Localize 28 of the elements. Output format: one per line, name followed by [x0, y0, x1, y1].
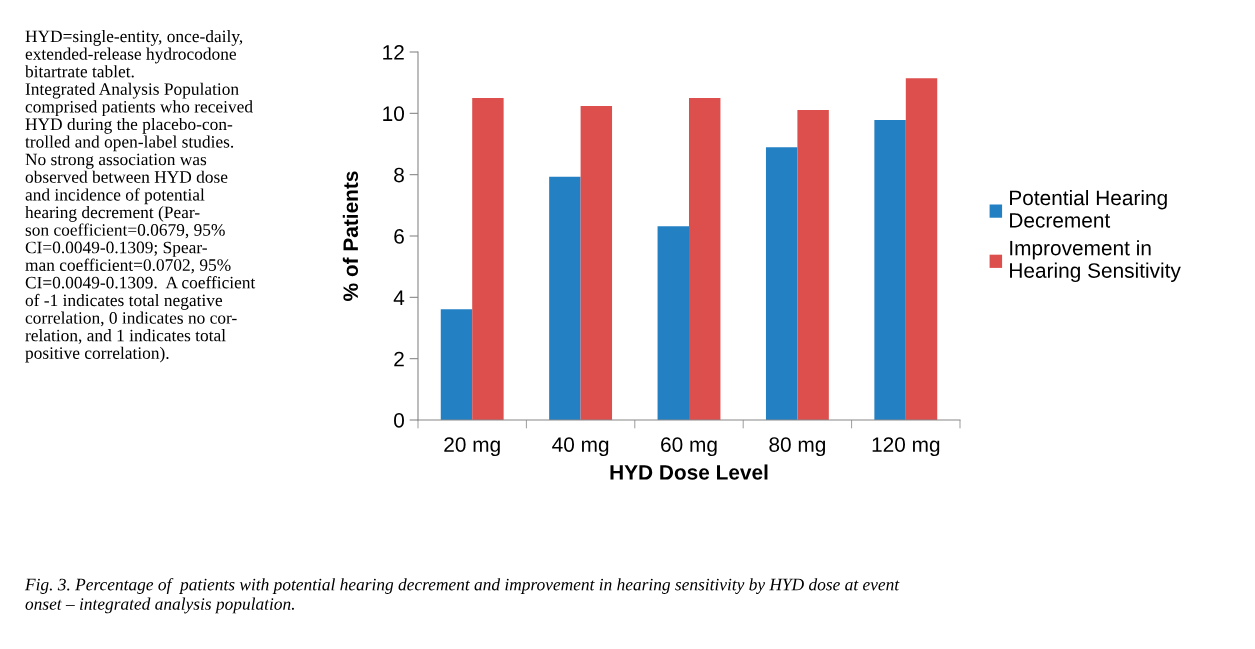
bar: [549, 176, 581, 420]
bar: [905, 78, 938, 420]
y-tick-label: 8: [394, 167, 404, 183]
x-tick-label: 60 mg: [661, 437, 717, 457]
bar: [797, 109, 829, 420]
legend-label: Improvement in Hearing Sensitivity: [1010, 240, 1181, 283]
x-axis-title: HYD Dose Level: [610, 464, 768, 480]
y-tick-label: 2: [394, 351, 404, 367]
y-tick-label: 10: [383, 106, 404, 122]
y-tick-label: 4: [393, 290, 405, 305]
x-tick-label: 80 mg: [769, 437, 826, 457]
bar: [440, 309, 473, 420]
x-tick-label: 20 mg: [444, 437, 500, 457]
caption: Fig. 3. Percentage of patients with potential hearing decrement and improvement in hearing sensitivity by HYD dose at event onset – integrated analysis population.: [24, 578, 900, 614]
bar: [580, 105, 613, 420]
y-tick-label: 12: [383, 45, 404, 60]
y-tick-label: 6: [394, 229, 404, 244]
bar: [765, 147, 798, 420]
bar: [657, 226, 689, 420]
bar: [874, 120, 906, 420]
bar: [689, 98, 721, 420]
legend-label: Potential Hearing Decrement: [1010, 189, 1167, 228]
bar: [472, 98, 504, 420]
y-axis-title: % of Patients: [342, 171, 359, 301]
x-tick-label: 120 mg: [872, 437, 940, 457]
x-tick-label: 40 mg: [552, 437, 609, 457]
y-tick-label: 0: [394, 413, 404, 428]
text: HYD=single-entity, once-daily, extended-release hydrocodone bitartrate tablet. Integrated Analysis Population comprised patients who received HYD during the placebo-con- trolled and open-label studies. No strong association was observed between HYD dose and incidence of potential hearing decrement (Pear- son coefficient=0.0679, 95% CI=0.0049-0.1309; Spear- man coefficient=0.0702, 95% CI=0.0049-0.1309. A coefficient of -1 indicates total negative correlation, 0 indicates no cor- relation, and 1 indicates total positive correlation).: [25, 30, 256, 363]
